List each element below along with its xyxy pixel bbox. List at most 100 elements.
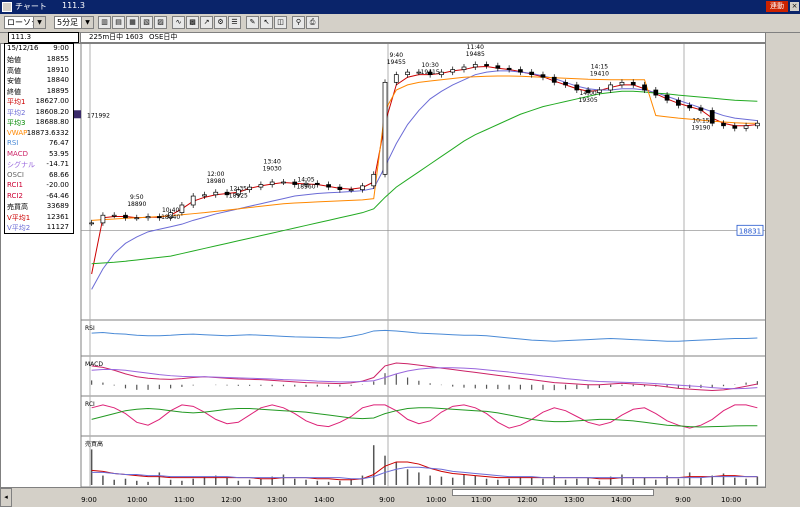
- annotation-value: 18980: [206, 178, 225, 185]
- price-marker: [73, 110, 81, 119]
- annotation-time: 9:40: [390, 52, 404, 59]
- rci-label: RCI: [85, 401, 95, 408]
- annotation-time: 9:50: [130, 194, 144, 201]
- info-row: V平均2 11127: [7, 223, 71, 233]
- info-row-label: 平均2: [7, 108, 26, 117]
- info-row-label: V平均1: [7, 213, 31, 222]
- candle: [168, 212, 173, 219]
- candle-icon[interactable]: ▥: [98, 16, 111, 29]
- close-button[interactable]: ×: [790, 2, 799, 11]
- candle: [89, 222, 94, 225]
- bar-chart-icon[interactable]: ▤: [112, 16, 125, 29]
- candle: [371, 173, 377, 187]
- candle: [393, 74, 399, 83]
- candle: [642, 84, 647, 91]
- info-row-value: -14.71: [46, 160, 69, 168]
- code-input[interactable]: 111.3: [8, 32, 79, 43]
- candle: [506, 67, 512, 70]
- x-tick-label: 14:00: [314, 496, 335, 504]
- candle: [134, 217, 140, 220]
- annotation-time: 13:40: [264, 158, 281, 165]
- candle: [540, 74, 546, 78]
- pen-icon[interactable]: ✎: [246, 16, 259, 29]
- annotation-time: 12:00: [207, 171, 224, 178]
- info-row: シグナル -14.71: [7, 160, 71, 170]
- indicator-icon[interactable]: ▩: [186, 16, 199, 29]
- ma-line-平均2: [91, 70, 758, 290]
- line-chart-icon[interactable]: ∿: [172, 16, 185, 29]
- candle: [292, 181, 298, 185]
- info-datetime: 15/12/16 9:00: [7, 44, 71, 54]
- table-icon[interactable]: ▨: [154, 16, 167, 29]
- candle: [269, 181, 275, 185]
- info-row: V平均1 12361: [7, 213, 71, 223]
- scroll-thumb[interactable]: [452, 489, 654, 496]
- candle: [597, 89, 602, 93]
- annotation-value: 19415: [421, 69, 440, 76]
- eraser-icon[interactable]: ◫: [274, 16, 287, 29]
- rsi-label: RSI: [85, 325, 95, 332]
- info-row-value: 33689: [46, 202, 69, 210]
- info-date: 15/12/16: [7, 44, 39, 52]
- info-row: 始値 18855: [7, 55, 71, 65]
- chevron-down-icon[interactable]: ▼: [81, 17, 93, 28]
- info-row-label: OSCI: [7, 170, 24, 179]
- candle: [202, 194, 207, 197]
- grid-icon[interactable]: ▧: [140, 16, 153, 29]
- info-row-label: RCI1: [7, 181, 23, 189]
- chart-svg[interactable]: 1940019200190001880018600188311719929:50…: [1, 44, 765, 487]
- candle: [179, 204, 185, 214]
- info-row-value: 18627.00: [35, 97, 69, 105]
- info-row-value: 53.95: [48, 149, 69, 158]
- candle: [743, 125, 749, 129]
- chart-settings-icon[interactable]: ☰: [228, 16, 241, 29]
- app-icon: [2, 2, 12, 12]
- annotation-time: 10:15: [692, 118, 709, 125]
- settings-icon[interactable]: ⚙: [214, 16, 227, 29]
- x-tick-label: 11:00: [471, 496, 492, 504]
- candle: [563, 81, 568, 86]
- scroll-left-icon[interactable]: ◂: [0, 488, 12, 507]
- x-tick-label: 10:00: [721, 496, 742, 504]
- candle: [709, 110, 715, 124]
- window-code: 111.3: [62, 1, 85, 10]
- candle: [676, 99, 681, 106]
- candle: [281, 181, 286, 184]
- annotation-time: 12:35: [230, 185, 247, 192]
- interval-select[interactable]: 5分足 ▼: [54, 16, 94, 29]
- rci2-line: [91, 407, 758, 428]
- pointer-icon[interactable]: ↖: [260, 16, 273, 29]
- link-button[interactable]: 連動: [766, 1, 788, 12]
- candle: [698, 107, 704, 111]
- candle: [439, 71, 444, 76]
- toolbar: ローソク ▼ 5分足 ▼ ▥ ▤ ▦ ▧ ▨ ∿ ▩ ↗ ⚙ ☰ ✎ ↖ ◫ ⚲…: [0, 14, 800, 33]
- horizontal-scrollbar[interactable]: ◂ 9:00 10:00 11:00 12:00 13:00 14:00 9:00 10:00…: [0, 488, 766, 507]
- chart-type-select[interactable]: ローソク ▼: [4, 16, 46, 29]
- zoom-icon[interactable]: ⚲: [292, 16, 305, 29]
- info-row-value: 18688.80: [35, 118, 69, 126]
- candle: [472, 64, 478, 68]
- trend-icon[interactable]: ↗: [200, 16, 213, 29]
- chart-area[interactable]: 1940019200190001880018600188311719929:50…: [0, 43, 766, 488]
- candle: [687, 104, 693, 109]
- annotation-value: 19410: [590, 70, 609, 77]
- candle: [100, 214, 106, 224]
- candle: [326, 184, 331, 188]
- candle: [382, 81, 388, 175]
- info-row: RSI 76.47: [7, 139, 71, 149]
- volume-avg2-line: [91, 466, 758, 480]
- price-marker-label: 171992: [87, 112, 110, 119]
- annotation-value: 19190: [691, 125, 710, 132]
- info-time: 9:00: [53, 44, 69, 52]
- x-tick-label: 14:00: [611, 496, 632, 504]
- x-tick-label: 12:00: [517, 496, 538, 504]
- compare-icon[interactable]: ▦: [126, 16, 139, 29]
- info-row-value: 12361: [46, 212, 69, 221]
- print-icon[interactable]: ⎙: [306, 16, 319, 29]
- candle: [427, 71, 433, 76]
- title-bar: チャート 111.3 連動 ×: [0, 0, 800, 14]
- info-row-label: 安値: [7, 77, 21, 85]
- candle: [247, 186, 252, 191]
- chevron-down-icon[interactable]: ▼: [33, 17, 45, 28]
- info-row-label: V平均2: [7, 224, 31, 232]
